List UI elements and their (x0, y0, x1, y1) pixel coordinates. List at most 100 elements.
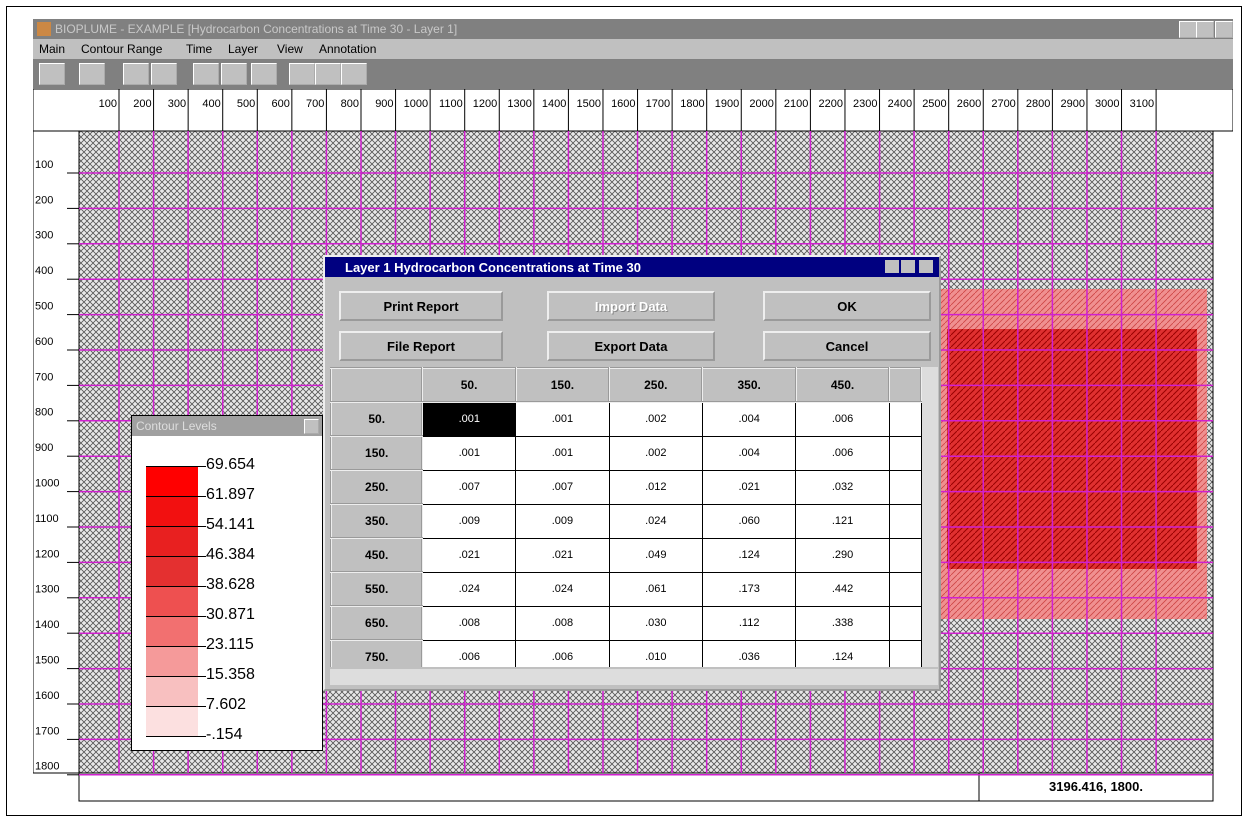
toolbar-button[interactable] (289, 63, 315, 85)
table-cell[interactable]: .032 (795, 469, 890, 505)
minimize-button[interactable] (1179, 21, 1197, 38)
menu-item[interactable]: View (277, 42, 303, 56)
table-cell[interactable]: .021 (421, 537, 517, 573)
maximize-button[interactable] (1196, 21, 1214, 38)
toolbar-button[interactable] (341, 63, 367, 85)
table-cell[interactable]: .124 (795, 639, 890, 667)
dialog-minimize[interactable] (885, 260, 899, 273)
table-cell[interactable]: .004 (701, 435, 797, 471)
table-cell[interactable]: .002 (608, 435, 703, 471)
table-cell[interactable]: .049 (608, 537, 703, 573)
table-cell[interactable]: .290 (795, 537, 890, 573)
left-ruler-label: 100 (35, 159, 53, 171)
table-cell[interactable]: .001 (515, 435, 610, 471)
table-cell[interactable]: .024 (608, 503, 703, 539)
dialog-maximize[interactable] (901, 260, 915, 273)
table-cell[interactable]: .112 (701, 605, 797, 641)
toolbar-button[interactable] (315, 63, 341, 85)
legend-line (146, 526, 206, 527)
toolbar-button[interactable] (79, 63, 105, 85)
column-header: 350. (701, 367, 797, 403)
toolbar-button[interactable] (221, 63, 247, 85)
coordinates: 3196.416, 1800. (1049, 779, 1143, 794)
table-cell[interactable]: .007 (515, 469, 610, 505)
legend-swatch (146, 676, 198, 706)
table-cell[interactable]: .061 (608, 571, 703, 607)
legend-swatch (146, 526, 198, 556)
table-cell[interactable]: .338 (795, 605, 890, 641)
menu-item[interactable]: Time (186, 42, 213, 56)
horizontal-scrollbar[interactable] (330, 669, 938, 685)
top-ruler-label: 500 (237, 98, 255, 110)
table-cell[interactable]: .006 (515, 639, 610, 667)
legend-label: 54.141 (206, 516, 255, 533)
top-ruler-label: 200 (133, 98, 151, 110)
row-header: 650. (330, 605, 424, 641)
panel-title: Contour Levels (136, 419, 217, 433)
table-cell[interactable]: .009 (515, 503, 610, 539)
table-cell[interactable]: .006 (795, 401, 890, 437)
top-ruler-label: 900 (375, 98, 393, 110)
table-cell[interactable]: .121 (795, 503, 890, 539)
dialog-button[interactable]: Import Data (547, 291, 715, 321)
coordinate-box (978, 772, 1214, 802)
table-cell[interactable]: .002 (608, 401, 703, 437)
top-ruler-label: 400 (202, 98, 220, 110)
table-cell[interactable]: .008 (515, 605, 610, 641)
table-cell[interactable]: .001 (421, 401, 517, 437)
dialog-button[interactable]: Export Data (547, 331, 715, 361)
table-cell[interactable]: .006 (795, 435, 890, 471)
table-cell[interactable]: .030 (608, 605, 703, 641)
table-cell[interactable]: .001 (421, 435, 517, 471)
dialog-button[interactable]: Cancel (763, 331, 931, 361)
toolbar-button[interactable] (193, 63, 219, 85)
table-cell[interactable]: .008 (421, 605, 517, 641)
table-row: 650. .008.008.030.112.338 (330, 605, 922, 641)
title-bar: BIOPLUME - EXAMPLE [Hydrocarbon Concentr… (33, 19, 1233, 39)
dialog-button[interactable]: File Report (339, 331, 503, 361)
vertical-scrollbar[interactable] (922, 367, 938, 667)
table-cell[interactable]: .173 (701, 571, 797, 607)
legend-swatch (146, 586, 198, 616)
column-header: 150. (514, 367, 611, 403)
top-ruler-label: 1700 (646, 98, 670, 110)
table-cell[interactable]: .009 (421, 503, 517, 539)
table-cell[interactable]: .007 (421, 469, 517, 505)
table-cell[interactable]: .036 (701, 639, 797, 667)
menu-item[interactable]: Contour Range (81, 42, 163, 56)
table-cell[interactable]: .006 (421, 639, 517, 667)
top-ruler-label: 2400 (888, 98, 912, 110)
toolbar-button[interactable] (39, 63, 65, 85)
concentration-table: 50. 150. 250. 350. 450. 50. .001.001.002.004.0… (330, 367, 922, 667)
dialog-button[interactable]: OK (763, 291, 931, 321)
legend-label: 61.897 (206, 486, 255, 503)
empty-header (888, 367, 922, 403)
panel-close[interactable] (304, 419, 319, 434)
table-cell[interactable]: .124 (701, 537, 797, 573)
dialog-button[interactable]: Print Report (339, 291, 503, 321)
table-cell[interactable]: .012 (608, 469, 703, 505)
table-cell[interactable]: .021 (701, 469, 797, 505)
table-cell[interactable]: .024 (515, 571, 610, 607)
top-ruler (33, 89, 1233, 132)
table-cell[interactable]: .442 (795, 571, 890, 607)
menu-item[interactable]: Main (39, 42, 66, 56)
toolbar-button[interactable] (251, 63, 277, 85)
table-cell[interactable]: .010 (608, 639, 703, 667)
dialog-close[interactable] (919, 260, 933, 273)
table-cell[interactable]: .021 (515, 537, 610, 573)
grid-view: 50. 150. 250. 350. 450. 50. .001.001.002.004.0… (330, 367, 922, 667)
menu-item[interactable]: Annotation (319, 42, 377, 56)
table-cell[interactable]: .001 (515, 401, 610, 437)
toolbar-button[interactable] (151, 63, 177, 85)
window-title: BIOPLUME - EXAMPLE [Hydrocarbon Concentr… (55, 22, 458, 36)
table-cell[interactable]: .004 (701, 401, 797, 437)
table-cell[interactable]: .060 (701, 503, 797, 539)
close-button[interactable] (1215, 21, 1233, 38)
top-ruler-label: 2800 (1026, 98, 1050, 110)
table-cell[interactable]: .024 (421, 571, 517, 607)
top-ruler-label: 1500 (576, 98, 600, 110)
menu-item[interactable]: Layer (228, 42, 259, 56)
toolbar-button[interactable] (123, 63, 149, 85)
top-ruler-label: 100 (99, 98, 117, 110)
